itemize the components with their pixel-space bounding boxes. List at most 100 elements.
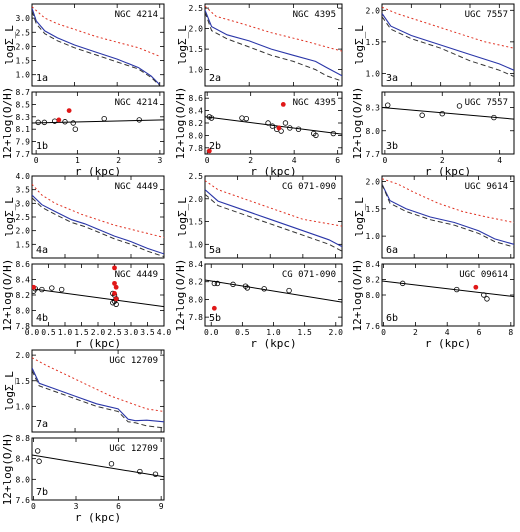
series-line	[382, 13, 514, 71]
x-tick-label: 0	[31, 502, 36, 511]
y-tick-label: 1.0	[16, 71, 31, 80]
y-axis-label: logΣ_L	[3, 197, 16, 237]
open-point	[49, 285, 55, 291]
open-point	[243, 115, 250, 122]
series-line	[32, 197, 164, 258]
open-point	[62, 119, 68, 125]
galaxy-name: NGC 4449	[115, 270, 158, 280]
series-line	[32, 370, 164, 429]
y-tick-label: 8.6	[189, 94, 204, 103]
x-tick-label: 6	[477, 328, 482, 337]
panel-label: 1b	[36, 141, 48, 152]
series-line	[205, 5, 342, 52]
galaxy-name: NGC 4449	[115, 182, 158, 192]
panel-5b	[204, 263, 343, 327]
y-tick-label: 7.8	[189, 313, 204, 322]
y-tick-label: 1.5	[189, 45, 204, 54]
x-axis-label: r (kpc)	[75, 165, 121, 178]
open-point	[36, 458, 42, 464]
y-tick-label: 8.4	[189, 260, 204, 269]
panel-6a	[381, 175, 515, 259]
open-point	[481, 292, 487, 298]
panel-3b	[381, 91, 515, 155]
x-tick-label: 2.0	[329, 328, 344, 337]
open-point	[385, 102, 391, 108]
plot-area	[205, 279, 342, 311]
open-point	[330, 130, 337, 137]
y-axis-label: 12+log(O/H)	[351, 87, 364, 160]
series-line	[205, 193, 342, 252]
fit-line	[32, 454, 164, 478]
series-line	[32, 8, 161, 85]
panel-frame	[31, 349, 165, 433]
y-tick-label: 2.5	[189, 4, 204, 13]
plot-area	[205, 5, 342, 82]
plot-area	[382, 280, 514, 302]
x-tick-label: 3.5	[140, 328, 155, 337]
y-tick-label: 7.9	[16, 138, 31, 147]
open-point	[214, 280, 221, 287]
plot-area	[32, 108, 164, 132]
panel-label: 5a	[209, 245, 221, 256]
series-line	[32, 367, 164, 423]
y-tick-label: 8.4	[189, 107, 204, 116]
panel-label: 2a	[209, 73, 221, 84]
y-tick-label: 7.7	[366, 150, 381, 159]
plot-area	[382, 178, 514, 248]
galaxy-name: NGC 4214	[115, 98, 158, 108]
y-tick-label: 1.5	[16, 377, 31, 386]
y-tick-label: 2.0	[366, 6, 381, 15]
fit-line	[382, 107, 514, 120]
x-tick-label: 4	[445, 328, 450, 337]
series-line	[32, 6, 160, 57]
open-point	[239, 115, 245, 121]
open-point	[313, 132, 319, 139]
panel-frame	[381, 175, 515, 259]
panel-frame	[31, 3, 165, 87]
y-tick-label: 8.0	[16, 475, 31, 484]
open-point	[72, 126, 79, 132]
y-tick-label: 1.5	[366, 205, 381, 214]
x-tick-label: 0.0	[25, 328, 40, 337]
y-tick-label: 2.0	[189, 25, 204, 34]
panel-2a	[204, 3, 343, 87]
panel-4b	[31, 263, 165, 327]
open-point	[456, 103, 463, 109]
x-tick-label: 0	[205, 156, 210, 165]
plot-area	[32, 265, 164, 308]
open-point	[152, 471, 159, 477]
y-tick-label: 8.0	[366, 291, 381, 300]
galaxy-name: CG 071-090	[282, 270, 336, 280]
y-tick-label: 2.0	[366, 177, 381, 186]
plot-area	[382, 6, 514, 77]
filled-point	[206, 148, 212, 154]
plot-area	[32, 357, 164, 429]
y-axis-label: 12+log(O/H)	[1, 433, 14, 506]
panel-label: 4b	[36, 313, 48, 324]
filled-point	[112, 280, 117, 286]
y-tick-label: 8.8	[16, 434, 31, 443]
y-axis-label: logΣ_L	[353, 197, 366, 237]
series-line	[32, 183, 164, 238]
x-tick-label: 2.0	[91, 328, 106, 337]
y-tick-label: 8.2	[189, 278, 204, 287]
filled-point	[473, 284, 479, 290]
open-point	[41, 119, 48, 126]
series-line	[205, 12, 342, 82]
x-tick-label: 4	[292, 156, 297, 165]
y-tick-label: 8.0	[189, 131, 204, 140]
galaxy-name: UGC 12709	[109, 444, 158, 454]
panel-7b	[31, 437, 165, 501]
x-tick-label: 0.0	[204, 328, 219, 337]
panel-frame	[381, 91, 515, 155]
x-axis-label: r (kpc)	[250, 337, 296, 350]
y-tick-label: 2.0	[189, 195, 204, 204]
panel-label: 6a	[386, 245, 398, 256]
x-tick-label: 1.0	[58, 328, 73, 337]
open-point	[230, 281, 236, 288]
x-tick-label: 0	[382, 156, 387, 165]
y-tick-label: 8.4	[16, 276, 31, 285]
y-tick-label: 3.0	[16, 199, 31, 208]
panel-label: 7a	[36, 419, 48, 430]
